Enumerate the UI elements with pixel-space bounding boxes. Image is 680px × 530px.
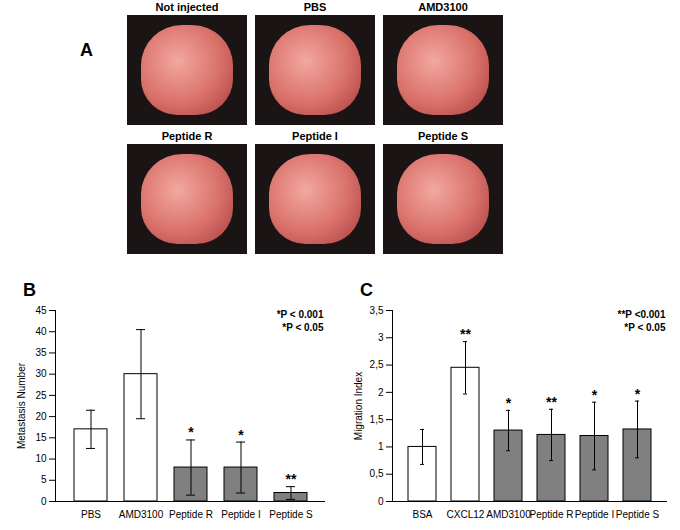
svg-text:0: 0 <box>41 496 47 507</box>
svg-text:*: * <box>238 427 244 443</box>
svg-text:1,5: 1,5 <box>370 414 384 425</box>
svg-text:**P <0.001: **P <0.001 <box>618 309 666 320</box>
svg-text:*: * <box>188 424 194 440</box>
svg-text:*: * <box>506 395 512 411</box>
html-text:Not injected: Not injected <box>155 1 219 13</box>
svg-text:40: 40 <box>35 326 47 337</box>
html-text:Peptide I: Peptide I <box>292 130 338 142</box>
svg-text:Migration Index: Migration Index <box>353 372 364 440</box>
html-text:PBS: PBS <box>303 1 327 13</box>
html-text:Peptide S: Peptide S <box>417 130 469 142</box>
svg-text:2: 2 <box>378 387 384 398</box>
svg-text:20: 20 <box>35 411 47 422</box>
svg-text:BSA: BSA <box>412 509 432 520</box>
svg-text:25: 25 <box>35 390 47 401</box>
svg-text:*P < 0.05: *P < 0.05 <box>282 322 324 333</box>
html-text:B: B <box>23 280 36 300</box>
svg-text:3,5: 3,5 <box>370 305 384 316</box>
svg-text:AMD3100: AMD3100 <box>119 509 164 520</box>
svg-text:Peptide S: Peptide S <box>269 509 313 520</box>
svg-text:**: ** <box>546 394 557 410</box>
svg-text:Peptide R: Peptide R <box>530 509 574 520</box>
svg-text:Peptide I: Peptide I <box>575 509 614 520</box>
svg-text:0: 0 <box>378 496 384 507</box>
svg-text:45: 45 <box>35 305 47 316</box>
svg-text:*: * <box>635 386 641 402</box>
svg-text:0,5: 0,5 <box>370 468 384 479</box>
html-text:AMD3100: AMD3100 <box>418 1 468 13</box>
svg-text:PBS: PBS <box>81 509 101 520</box>
svg-text:5: 5 <box>41 474 47 485</box>
svg-text:1: 1 <box>378 441 384 452</box>
html-text:C: C <box>360 280 373 300</box>
svg-text:*: * <box>592 387 598 403</box>
html-text:A: A <box>80 40 93 60</box>
svg-text:AMD3100: AMD3100 <box>486 509 531 520</box>
html-text:Peptide R: Peptide R <box>161 130 213 142</box>
svg-text:35: 35 <box>35 347 47 358</box>
svg-text:Metastasis Number: Metastasis Number <box>16 362 27 449</box>
svg-text:**: ** <box>460 326 471 342</box>
svg-text:2,5: 2,5 <box>370 359 384 370</box>
svg-text:CXCL12: CXCL12 <box>447 509 485 520</box>
svg-text:10: 10 <box>35 453 47 464</box>
svg-text:Peptide R: Peptide R <box>169 509 213 520</box>
svg-text:Peptide S: Peptide S <box>616 509 660 520</box>
svg-text:**: ** <box>286 471 297 487</box>
svg-text:Peptide I: Peptide I <box>221 509 260 520</box>
svg-text:3: 3 <box>378 332 384 343</box>
svg-text:30: 30 <box>35 368 47 379</box>
svg-text:15: 15 <box>35 432 47 443</box>
svg-text:*P < 0.001: *P < 0.001 <box>277 309 324 320</box>
svg-text:*P < 0.05: *P < 0.05 <box>624 322 666 333</box>
